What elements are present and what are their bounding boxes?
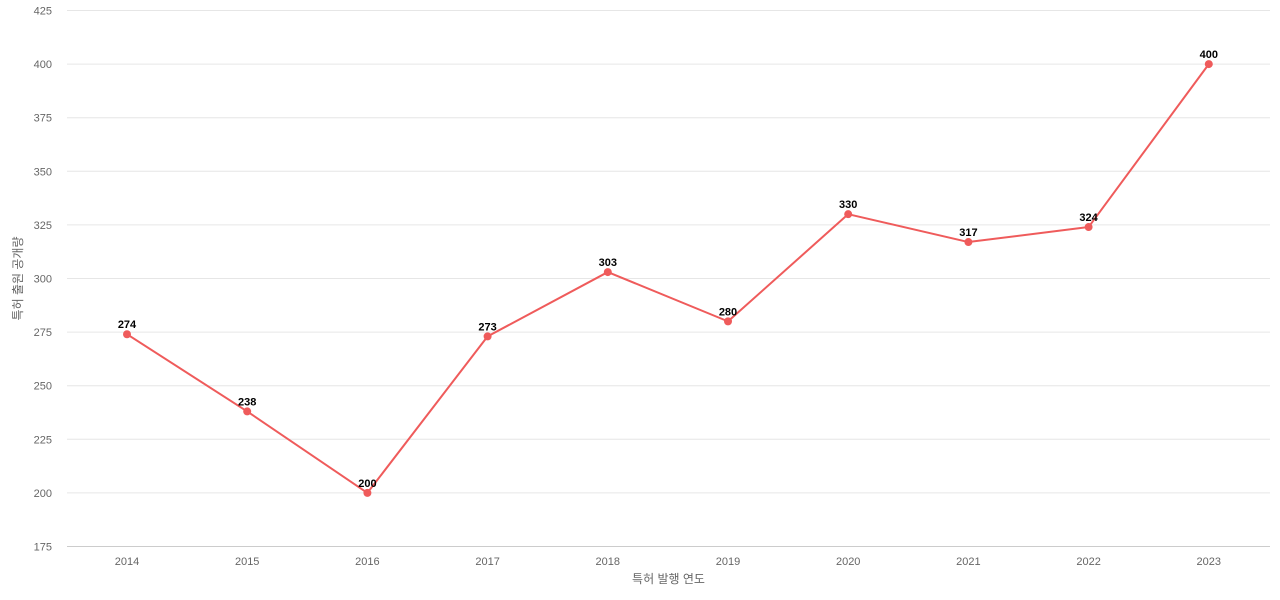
data-point (123, 330, 131, 339)
x-tick-label: 2016 (355, 556, 379, 568)
series-line (126, 63, 1210, 494)
data-label: 400 (1200, 49, 1218, 61)
data-point (964, 238, 973, 247)
x-tick-label: 2018 (596, 556, 620, 568)
y-tick-label: 425 (34, 6, 52, 18)
y-axis-ticks: 175 200 225 250 275 300 325 350 375 400 425 (34, 6, 52, 554)
x-tick-label: 2014 (115, 556, 139, 568)
data-label: 273 (478, 321, 496, 333)
y-tick-label: 200 (34, 488, 52, 500)
data-point (243, 407, 252, 416)
y-tick-label: 350 (34, 166, 52, 178)
y-tick-label: 300 (34, 274, 52, 286)
x-tick-label: 2022 (1076, 556, 1100, 568)
data-label: 238 (238, 396, 256, 408)
x-tick-label: 2015 (235, 556, 259, 568)
data-label: 324 (1079, 212, 1098, 224)
y-tick-label: 175 (34, 542, 52, 554)
data-label: 200 (358, 478, 376, 490)
y-tick-label: 275 (34, 327, 52, 339)
x-tick-label: 2023 (1197, 556, 1221, 568)
x-tick-label: 2020 (836, 556, 860, 568)
y-tick-label: 400 (34, 59, 52, 71)
data-label: 303 (599, 257, 617, 269)
data-point (724, 317, 732, 326)
data-point (483, 332, 492, 341)
data-label: 317 (959, 227, 977, 239)
grid-lines (67, 10, 1270, 494)
x-axis-title: 특허 발행 연도 (632, 571, 705, 586)
y-tick-label: 375 (34, 113, 52, 125)
data-point (1204, 60, 1213, 69)
data-labels: 274 238 200 273 303 280 330 317 324 400 (118, 49, 1218, 490)
data-label: 330 (839, 199, 857, 211)
x-tick-label: 2019 (716, 556, 740, 568)
series (123, 60, 1213, 497)
data-label: 274 (118, 319, 137, 331)
y-tick-label: 250 (34, 381, 52, 393)
data-point (844, 210, 853, 219)
data-point (363, 488, 372, 497)
data-point (603, 268, 612, 277)
data-point (1084, 223, 1093, 232)
x-tick-label: 2017 (475, 556, 499, 568)
x-tick-label: 2021 (956, 556, 980, 568)
y-tick-label: 225 (34, 434, 52, 446)
y-axis-title: 특허 출원 공개량 (11, 237, 25, 321)
data-label: 280 (719, 306, 737, 318)
y-tick-label: 325 (34, 220, 52, 232)
x-axis-ticks: 2014 2015 2016 2017 2018 2019 2020 2021 2022 2023 (115, 556, 1221, 568)
